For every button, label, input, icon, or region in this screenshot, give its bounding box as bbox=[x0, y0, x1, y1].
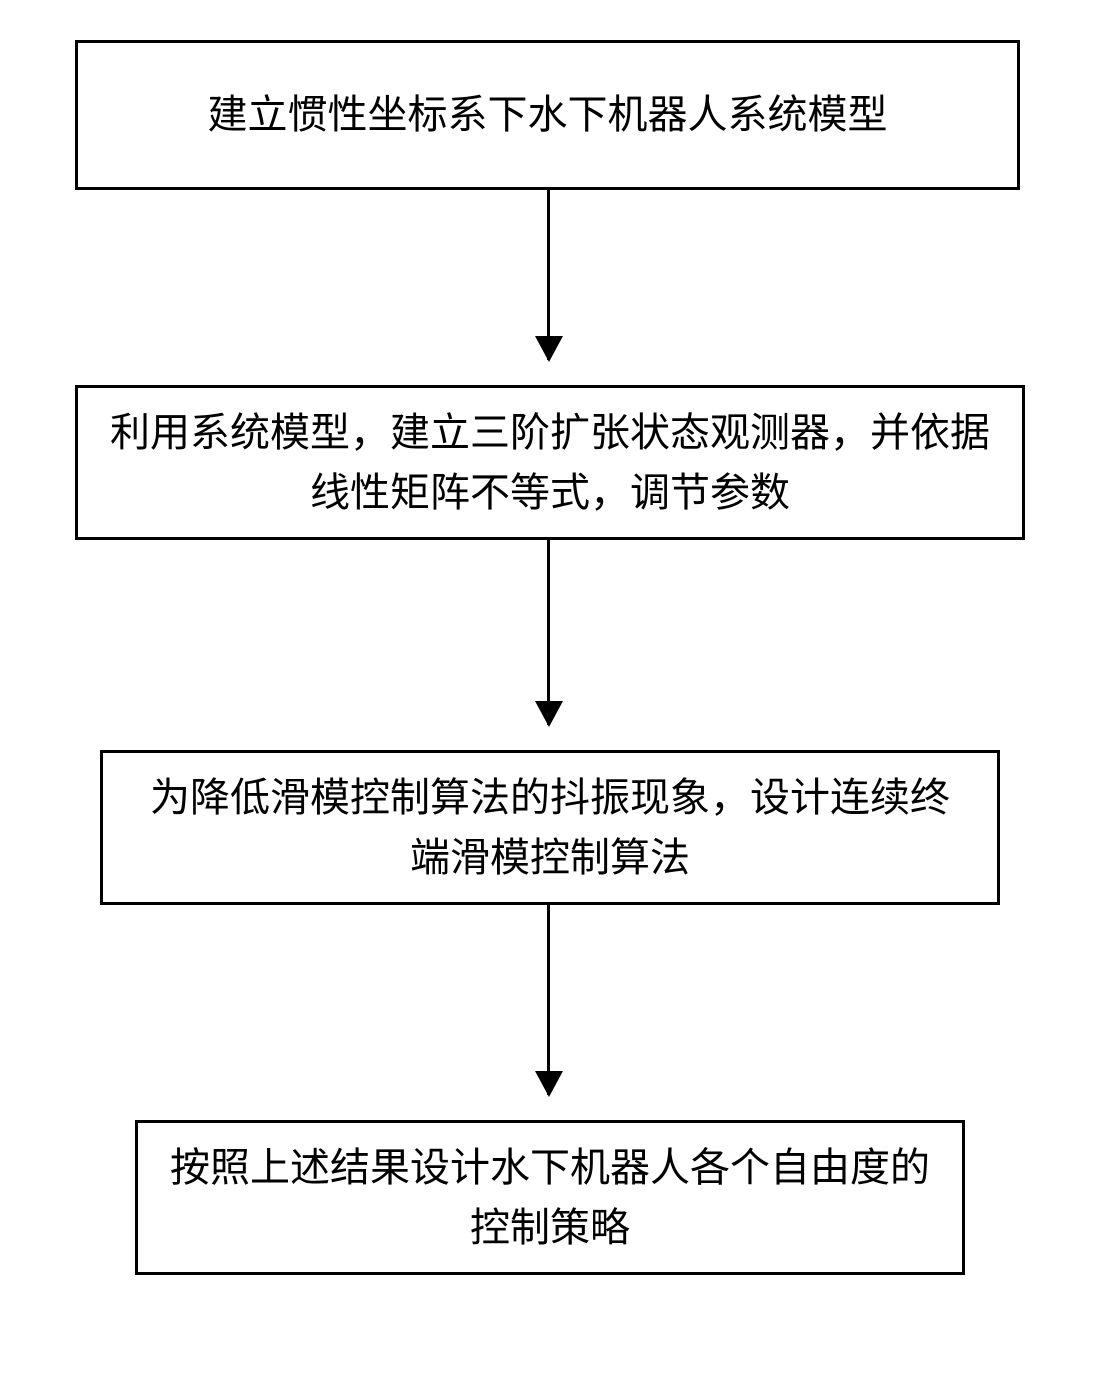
flowchart-step-2: 利用系统模型，建立三阶扩张状态观测器，并依据线性矩阵不等式，调节参数 bbox=[75, 385, 1025, 540]
arrow-3-to-4 bbox=[547, 905, 550, 1095]
step-2-text: 利用系统模型，建立三阶扩张状态观测器，并依据线性矩阵不等式，调节参数 bbox=[108, 403, 992, 523]
flowchart-step-3: 为降低滑模控制算法的抖振现象，设计连续终端滑模控制算法 bbox=[100, 750, 1000, 905]
flowchart-step-4: 按照上述结果设计水下机器人各个自由度的控制策略 bbox=[135, 1120, 965, 1275]
flowchart-step-1: 建立惯性坐标系下水下机器人系统模型 bbox=[75, 40, 1020, 190]
flowchart-container: 建立惯性坐标系下水下机器人系统模型 利用系统模型，建立三阶扩张状态观测器，并依据… bbox=[0, 0, 1107, 1400]
arrow-1-to-2 bbox=[547, 190, 550, 360]
step-1-text: 建立惯性坐标系下水下机器人系统模型 bbox=[208, 85, 888, 145]
step-4-text: 按照上述结果设计水下机器人各个自由度的控制策略 bbox=[168, 1138, 932, 1258]
step-3-text: 为降低滑模控制算法的抖振现象，设计连续终端滑模控制算法 bbox=[133, 768, 967, 888]
arrow-2-to-3 bbox=[547, 540, 550, 725]
